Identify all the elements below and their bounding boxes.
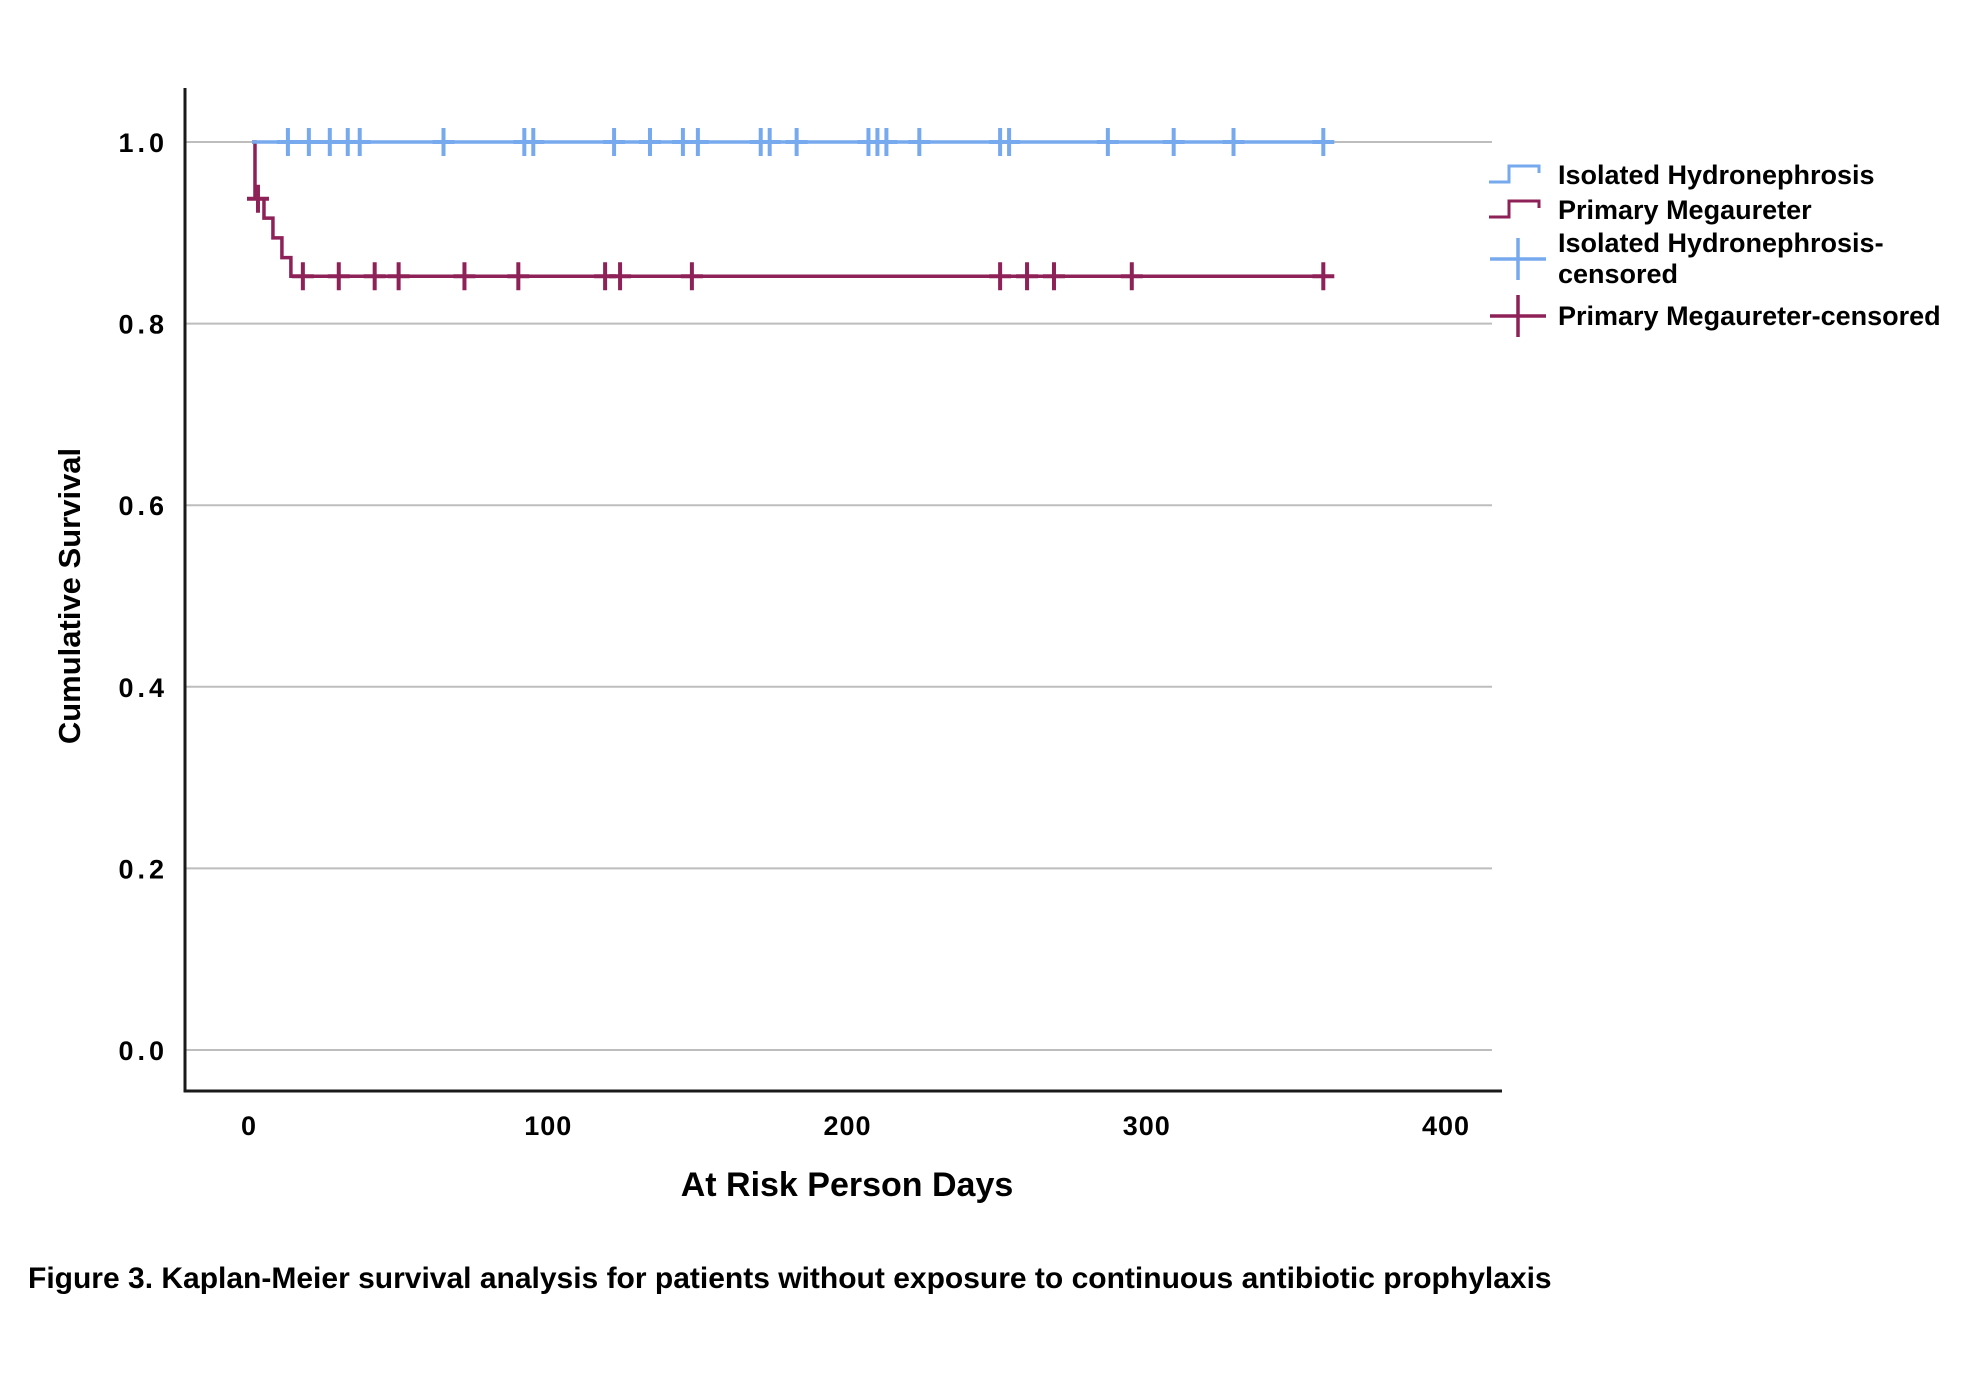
censor-mark-0: [998, 128, 1021, 156]
plus-glyph: [1490, 295, 1546, 337]
censor-mark-0: [758, 128, 781, 156]
censor-mark-1: [1042, 262, 1065, 291]
censor-mark-1: [363, 262, 386, 291]
censor-mark-1: [989, 262, 1012, 291]
censor-mark-1: [387, 262, 410, 291]
censor-mark-0: [908, 128, 931, 156]
plus-symbol-maroon: [1490, 295, 1546, 337]
y-tick-label: 0.4: [118, 673, 168, 703]
legend-label: Isolated Hydronephrosis-censored: [1558, 228, 1884, 289]
plus-symbol-blue: [1490, 238, 1546, 280]
censor-mark-0: [875, 128, 898, 156]
censor-mark-1: [291, 262, 314, 291]
km-curve-1: [251, 140, 1333, 279]
y-axis-title: Cumulative Survival: [52, 448, 87, 744]
censor-mark-0: [432, 128, 455, 156]
legend-item-primary-megaureter-censored: Primary Megaureter-censored: [1487, 291, 1969, 341]
step-glyph: [1489, 199, 1541, 219]
censor-mark-0: [297, 128, 320, 156]
step-line-symbol-blue: [1489, 164, 1541, 184]
y-tick-label: 0.2: [118, 854, 168, 884]
legend-label: Primary Megaureter-censored: [1558, 300, 1941, 331]
x-tick-label: 200: [823, 1111, 871, 1141]
censor-mark-1: [246, 184, 269, 213]
y-tick-label: 1.0: [118, 128, 168, 158]
censor-mark-0: [785, 128, 808, 156]
x-tick-label: 0: [241, 1111, 257, 1141]
km-plot-svg: 0.0 0.2 0.4 0.6 0.8 1.0 0 100 200 300 400 At Risk P…: [52, 88, 1502, 1204]
censor-mark-1: [453, 262, 476, 291]
censor-mark-1: [507, 262, 530, 291]
x-tick-label: 100: [524, 1111, 572, 1141]
censor-mark-0: [638, 128, 661, 156]
censor-mark-0: [348, 128, 371, 156]
censor-mark-1: [1120, 262, 1143, 291]
censor-mark-1: [609, 262, 632, 291]
censor-mark-1: [327, 262, 350, 291]
step-line-symbol-maroon: [1489, 199, 1541, 219]
legend-item-isolated-hydronephrosis: Isolated Hydronephrosis: [1487, 158, 1969, 192]
legend-label: Primary Megaureter: [1558, 194, 1812, 225]
legend-item-isolated-hydronephrosis-censored: Isolated Hydronephrosis-censored: [1487, 228, 1969, 290]
censor-mark-1: [1312, 262, 1335, 291]
censor-mark-1: [1016, 262, 1039, 291]
legend: Isolated Hydronephrosis Primary Megauret…: [1487, 158, 1969, 342]
censor-mark-0: [522, 128, 545, 156]
y-tick-label: 0.0: [118, 1036, 168, 1066]
legend-label: Isolated Hydronephrosis: [1558, 159, 1875, 190]
censor-mark-0: [1162, 128, 1185, 156]
x-tick-label: 300: [1123, 1111, 1171, 1141]
figure-caption: Figure 3. Kaplan-Meier survival analysis…: [28, 1262, 1552, 1295]
legend-item-primary-megaureter: Primary Megaureter: [1487, 193, 1969, 227]
x-tick-label: 400: [1422, 1111, 1470, 1141]
censor-mark-0: [1312, 128, 1335, 156]
plus-glyph: [1490, 238, 1546, 280]
y-tick-label: 0.8: [118, 310, 168, 340]
y-tick-label: 0.6: [118, 491, 168, 521]
censor-mark-0: [1222, 128, 1245, 156]
censor-mark-1: [680, 262, 703, 291]
x-axis-title: At Risk Person Days: [681, 1166, 1014, 1204]
censor-mark-0: [1096, 128, 1119, 156]
censor-mark-0: [603, 128, 626, 156]
censor-mark-0: [686, 128, 709, 156]
step-glyph: [1489, 164, 1541, 184]
censor-mark-0: [276, 128, 299, 156]
